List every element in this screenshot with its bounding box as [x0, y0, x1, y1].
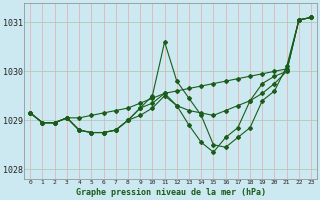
- X-axis label: Graphe pression niveau de la mer (hPa): Graphe pression niveau de la mer (hPa): [76, 188, 266, 197]
